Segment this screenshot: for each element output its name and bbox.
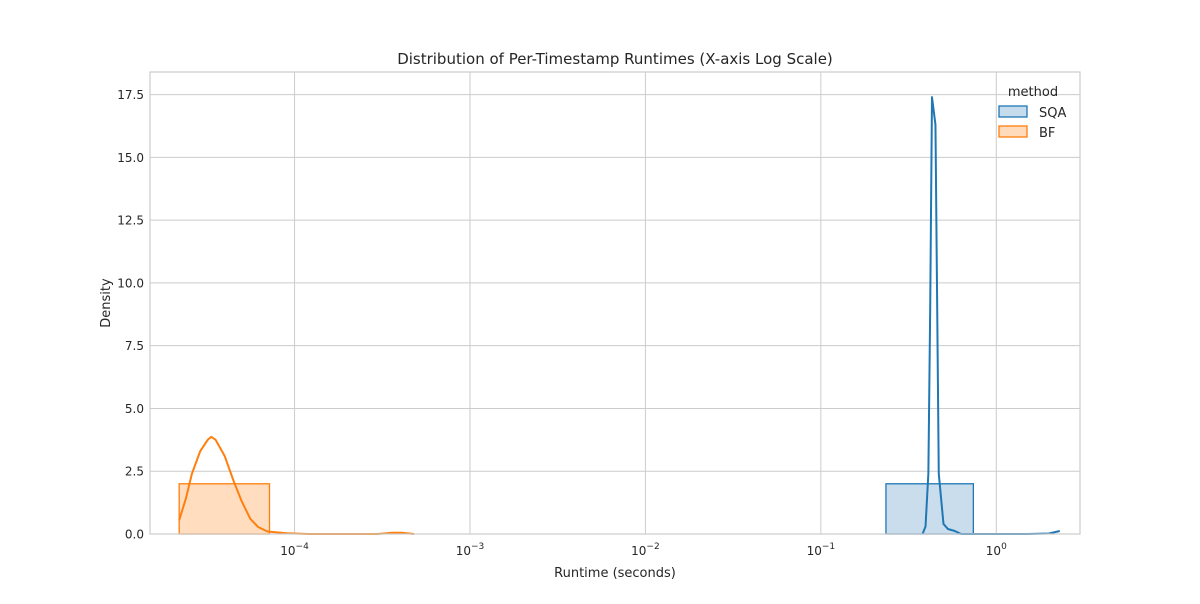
y-tick-labels: 0.0 2.5 5.0 7.5 10.0 12.5 15.0 17.5 <box>117 88 144 541</box>
chart-title: Distribution of Per-Timestamp Runtimes (… <box>397 50 833 68</box>
x-axis-label: Runtime (seconds) <box>554 566 676 581</box>
y-tick-label-1: 2.5 <box>125 465 144 479</box>
y-tick-label-5: 12.5 <box>117 214 144 228</box>
legend-label-bf: BF <box>1039 126 1055 141</box>
y-tick-label-7: 17.5 <box>117 88 144 102</box>
histogram-bars <box>178 483 975 535</box>
legend-item-sqa: SQA <box>998 105 1066 121</box>
x-tick-labels: 10−4 10−3 10−2 10−1 100 <box>280 542 1007 558</box>
x-tick-label-4: 100 <box>986 542 1007 558</box>
legend-label-sqa: SQA <box>1039 106 1066 121</box>
bar-bf-0 <box>178 483 271 535</box>
plot-frame <box>149 71 1081 535</box>
legend-swatch-sqa <box>998 105 1028 118</box>
y-tick-label-6: 15.0 <box>117 151 144 165</box>
legend-swatch-bf <box>998 125 1028 138</box>
y-axis-label: Density <box>99 278 114 328</box>
legend-title: method <box>1008 85 1058 100</box>
y-tick-label-4: 10.0 <box>117 276 144 290</box>
y-tick-label-3: 7.5 <box>125 339 144 353</box>
legend-item-bf: BF <box>998 125 1055 141</box>
x-tick-label-0: 10−4 <box>280 542 309 558</box>
legend: method SQA BF <box>998 85 1066 141</box>
y-tick-label-2: 5.0 <box>125 402 144 416</box>
y-tick-label-0: 0.0 <box>125 528 144 542</box>
plot-background <box>150 72 1080 534</box>
x-tick-label-2: 10−2 <box>631 542 660 558</box>
x-tick-label-3: 10−1 <box>807 542 836 558</box>
x-tick-label-1: 10−3 <box>456 542 485 558</box>
grid-lines <box>150 72 1080 535</box>
bar-sqa-0 <box>885 483 975 535</box>
